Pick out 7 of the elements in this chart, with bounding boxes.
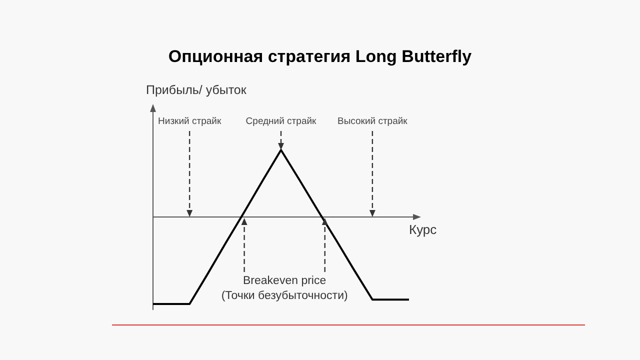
y-axis-title: Прибыль/ убыток [146,83,247,97]
text: Высокий страйк [338,116,408,127]
chart-title: Опционная стратегия Long Butterfly [168,47,472,66]
text: Низкий страйк [158,116,222,127]
x-axis-title: Курс [409,222,438,237]
annotation: Breakeven price (Точки безубыточности) [221,275,348,302]
text: Средний страйк [246,116,318,127]
